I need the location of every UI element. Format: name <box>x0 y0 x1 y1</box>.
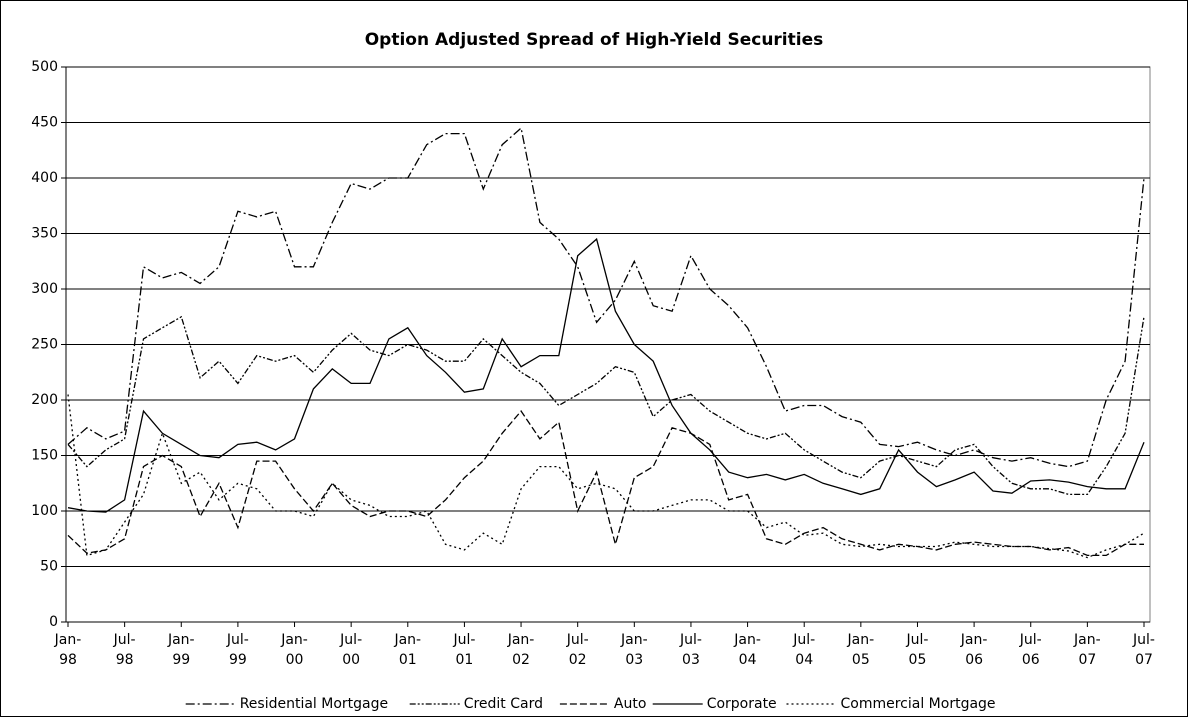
legend-label: Corporate <box>707 696 777 712</box>
x-tick-label: Jul-00 <box>339 632 362 668</box>
series-line <box>67 237 1145 513</box>
legend-label: Credit Card <box>464 696 543 712</box>
series-line <box>67 315 1145 496</box>
y-tick-label: 350 <box>31 226 58 242</box>
x-tick-label: Jul-01 <box>452 632 475 668</box>
x-tick-label: Jan-01 <box>393 632 421 668</box>
x-tick-label: Jul-04 <box>792 632 815 668</box>
legend-label: Auto <box>614 696 647 712</box>
x-tick-label: Jan-07 <box>1073 632 1101 668</box>
x-tick-label: Jan-02 <box>507 632 535 668</box>
y-tick-label: 0 <box>49 614 58 630</box>
x-tick-label: Jan-03 <box>620 632 648 668</box>
x-tick-label: Jan-04 <box>733 632 761 668</box>
legend-label: Commercial Mortgage <box>841 696 996 712</box>
x-tick-label: Jul-06 <box>1019 632 1042 668</box>
legend-label: Residential Mortgage <box>240 696 388 712</box>
y-tick-label: 50 <box>40 559 58 575</box>
x-tick-label: Jan-06 <box>960 632 988 668</box>
y-tick-label: 400 <box>31 170 58 186</box>
series-line <box>67 126 1145 468</box>
x-tick-label: Jul-02 <box>566 632 589 668</box>
y-tick-label: 250 <box>31 337 58 353</box>
x-tick-label: Jan-05 <box>847 632 875 668</box>
y-tick-label: 500 <box>31 59 58 75</box>
x-tick-label: Jan-98 <box>54 632 82 668</box>
chart-title: Option Adjusted Spread of High-Yield Sec… <box>365 30 824 50</box>
y-tick-label: 450 <box>31 115 58 131</box>
x-tick-label: Jul-07 <box>1132 632 1155 668</box>
x-tick-label: Jul-05 <box>905 632 928 668</box>
x-tick-label: Jul-03 <box>679 632 702 668</box>
x-tick-label: Jan-00 <box>280 632 308 668</box>
x-tick-label: Jul-98 <box>113 632 136 668</box>
y-tick-label: 200 <box>31 392 58 408</box>
y-tick-label: 100 <box>31 503 58 519</box>
series-line <box>67 410 1144 557</box>
y-tick-label: 150 <box>31 448 58 464</box>
x-tick-label: Jul-99 <box>226 632 249 668</box>
x-tick-label: Jan-99 <box>167 632 195 668</box>
series-line <box>67 394 1145 559</box>
y-tick-label: 300 <box>31 281 58 297</box>
